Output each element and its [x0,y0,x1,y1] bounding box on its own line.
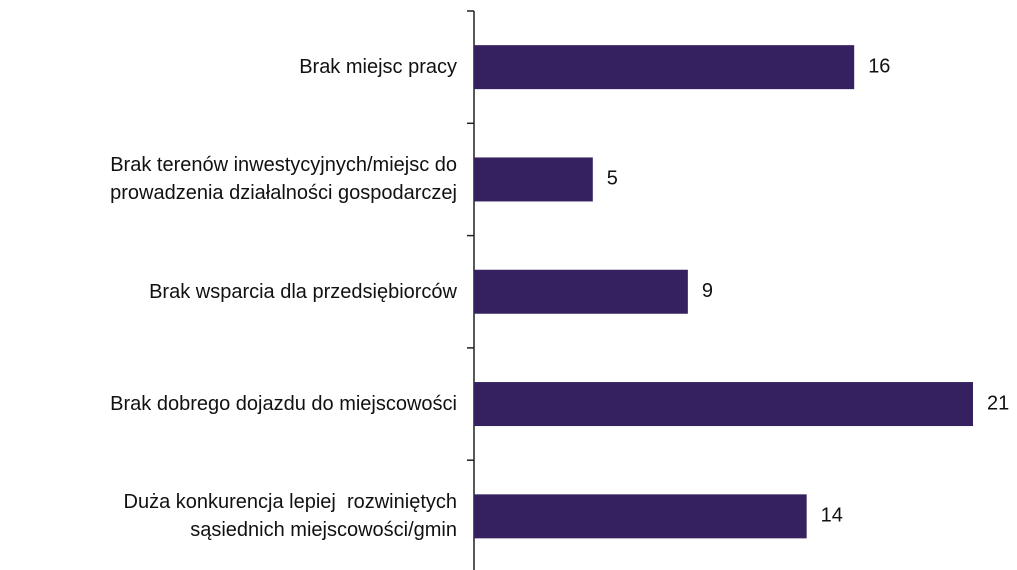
category-label: Brak miejsc pracy [299,56,457,79]
category-label: Brak wsparcia dla przedsiębiorców [149,280,457,303]
category-label: Duża konkurencja lepiej rozwiniętych sąs… [123,491,458,542]
category-label: Brak terenów inwestycyjnych/miejsc do pr… [110,154,457,205]
value-label: 9 [702,280,713,302]
bar [474,494,807,539]
value-label: 16 [868,55,890,77]
value-label: 5 [607,168,618,190]
bar [474,157,593,202]
category-label: Brak dobrego dojazdu do miejscowości [110,393,457,416]
bar [474,45,855,90]
bar [474,269,688,314]
value-label: 21 [987,392,1009,414]
value-label: 14 [821,505,843,527]
bar [474,382,973,427]
